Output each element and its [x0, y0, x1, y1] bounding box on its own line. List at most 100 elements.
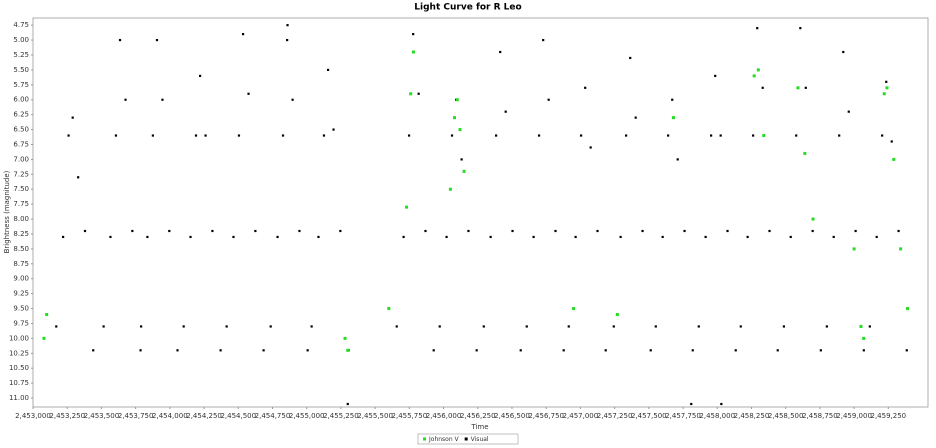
data-point	[567, 325, 570, 328]
data-point	[890, 140, 893, 143]
data-point	[155, 38, 159, 42]
y-tick-label: 8.25	[13, 230, 29, 238]
data-point	[892, 157, 896, 161]
data-point	[554, 229, 557, 233]
data-point	[102, 325, 105, 328]
y-axis-label: Brightness (magnitude)	[3, 170, 11, 253]
y-tick-label: 4.75	[13, 21, 29, 29]
data-point	[604, 349, 607, 352]
data-point	[676, 158, 679, 161]
data-point	[291, 98, 294, 101]
data-point	[262, 349, 265, 352]
data-point	[151, 134, 154, 137]
data-point	[859, 324, 863, 328]
data-point	[897, 229, 900, 233]
legend-label: Visual	[471, 436, 489, 443]
x-tick-label: 2,453,500	[84, 412, 120, 420]
data-point	[691, 349, 694, 352]
data-point	[752, 134, 755, 137]
data-point	[232, 235, 235, 239]
data-point	[225, 325, 228, 328]
x-tick-label: 2,455,750	[392, 412, 428, 420]
data-point	[462, 169, 466, 173]
y-tick-label: 7.50	[13, 185, 29, 193]
data-point	[448, 187, 452, 191]
data-point	[131, 229, 134, 233]
data-point	[317, 235, 320, 239]
data-point	[395, 325, 398, 328]
data-point	[519, 349, 522, 352]
data-point	[804, 86, 807, 89]
y-tick-label: 10.00	[9, 334, 29, 342]
x-tick-label: 2,453,250	[49, 412, 85, 420]
plot-frame	[32, 17, 929, 408]
data-point	[67, 134, 70, 137]
data-point	[532, 235, 535, 239]
data-point	[241, 33, 245, 36]
data-point	[409, 92, 413, 96]
data-point	[654, 325, 657, 328]
data-point	[899, 247, 903, 251]
data-point	[45, 313, 49, 317]
data-point	[847, 110, 850, 113]
x-axis-label: Time	[470, 423, 488, 431]
x-tick-label: 2,459,000	[836, 412, 872, 420]
data-point	[752, 74, 756, 78]
data-point	[739, 325, 742, 328]
data-point	[247, 92, 250, 95]
legend-label: Johnson V	[428, 436, 460, 443]
data-point	[326, 68, 330, 72]
data-point	[432, 349, 435, 352]
x-tick-label: 2,457,750	[665, 412, 701, 420]
data-point	[204, 134, 207, 137]
data-point	[862, 349, 865, 352]
data-point	[189, 235, 192, 239]
x-tick-label: 2,454,750	[255, 412, 291, 420]
data-point	[445, 235, 448, 239]
data-point	[796, 86, 800, 90]
data-point	[615, 313, 619, 317]
y-tick-label: 8.50	[13, 245, 29, 253]
data-point	[720, 402, 723, 406]
y-tick-label: 9.75	[13, 319, 29, 327]
x-tick-label: 2,459,250	[870, 412, 906, 420]
x-tick-label: 2,454,000	[152, 412, 188, 420]
data-point	[276, 235, 279, 239]
data-point	[55, 325, 58, 328]
data-point	[726, 229, 729, 233]
y-tick-label: 10.25	[9, 349, 29, 357]
data-point	[811, 229, 814, 233]
data-point	[776, 349, 779, 352]
data-point	[905, 307, 909, 311]
data-point	[789, 235, 792, 239]
data-point	[118, 38, 122, 42]
data-point	[387, 307, 391, 311]
data-point	[62, 235, 65, 239]
data-point	[832, 235, 835, 239]
x-tick-label: 2,456,500	[494, 412, 530, 420]
data-point	[852, 247, 856, 251]
x-tick-label: 2,458,500	[768, 412, 804, 420]
data-point	[862, 336, 866, 340]
data-point	[310, 325, 313, 328]
data-point	[109, 235, 112, 239]
data-point	[619, 235, 622, 239]
data-point	[761, 86, 764, 89]
data-point	[146, 235, 149, 239]
data-point	[176, 349, 179, 352]
y-tick-label: 6.00	[13, 96, 29, 104]
data-point	[629, 56, 632, 60]
data-point	[881, 134, 884, 137]
data-point	[343, 336, 347, 340]
data-point	[269, 325, 272, 328]
data-point	[124, 98, 127, 101]
data-point	[140, 325, 143, 328]
data-point	[683, 229, 686, 233]
data-point	[254, 229, 257, 233]
data-point	[467, 229, 470, 233]
y-tick-label: 5.00	[13, 36, 29, 44]
data-point	[641, 229, 644, 233]
data-point	[77, 176, 80, 179]
data-point	[71, 116, 74, 119]
